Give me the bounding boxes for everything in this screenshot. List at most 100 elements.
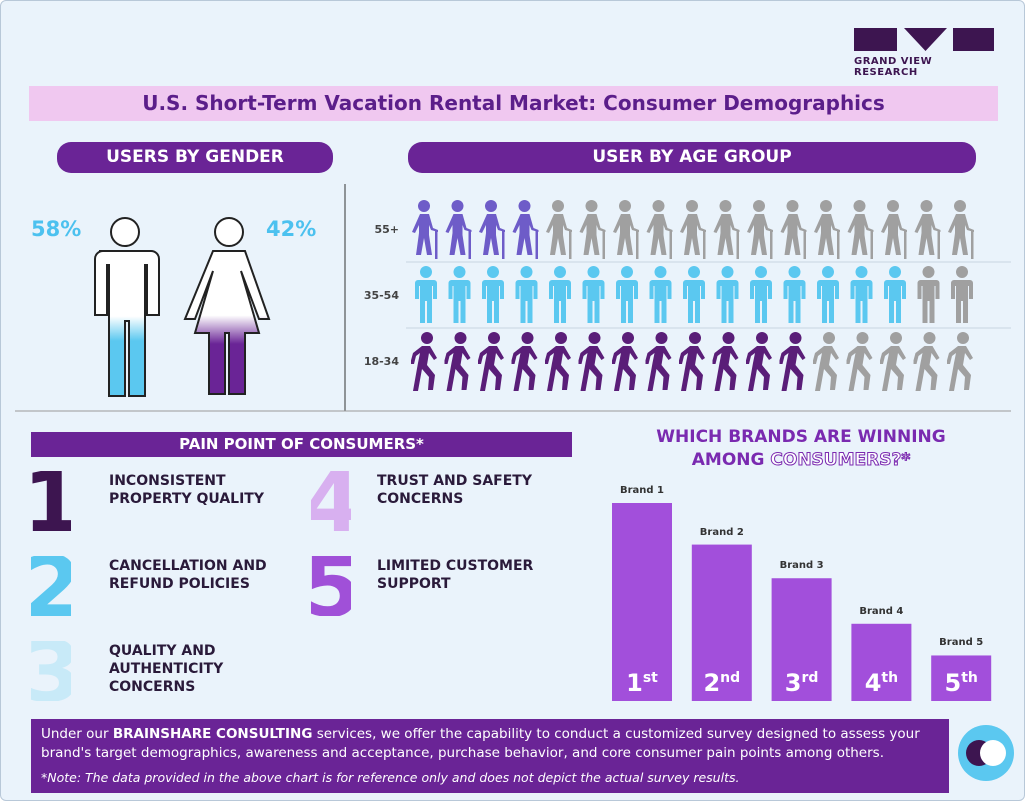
section-heading: USER BY AGE GROUP — [408, 142, 976, 173]
logo — [854, 28, 994, 51]
person-icon — [951, 266, 973, 323]
person-icon — [817, 266, 839, 323]
person-icon — [679, 332, 705, 391]
person-icon — [683, 266, 705, 323]
person-icon — [645, 332, 672, 391]
person-icon — [716, 266, 739, 323]
pain-line: PROPERTY QUALITY — [109, 491, 264, 507]
person-icon — [478, 332, 504, 391]
person-icon — [750, 266, 772, 323]
person-icon — [412, 200, 438, 259]
pain-line: CANCELLATION AND — [109, 558, 267, 574]
person-icon — [779, 332, 806, 391]
bar — [851, 623, 912, 701]
footer: Under our BRAINSHARE CONSULTING services… — [31, 719, 949, 793]
age-pictogram — [406, 200, 1011, 391]
female-share: 42% — [266, 217, 317, 241]
logo-block — [953, 28, 994, 51]
person-icon — [813, 332, 839, 391]
figure-body — [94, 250, 160, 397]
person-icon — [512, 200, 539, 259]
pain-item: TRUST AND SAFETY CONCERNS — [377, 472, 532, 508]
pain-line: AUTHENTICITY — [109, 661, 224, 677]
footer-note: *Note: The data provided in the above ch… — [41, 770, 740, 785]
page-title: U.S. Short-Term Vacation Rental Market: … — [29, 86, 998, 121]
person-icon — [947, 332, 973, 391]
person-icon — [612, 332, 638, 391]
person-icon — [482, 266, 504, 323]
person-icon — [814, 200, 840, 259]
person-icon — [847, 200, 874, 259]
pain-line: QUALITY AND — [109, 643, 216, 659]
rank-suffix: nd — [720, 670, 741, 686]
person-icon — [917, 266, 940, 323]
person-icon — [613, 200, 639, 259]
chart-title-line: WHICH BRANDS ARE WINNING — [656, 427, 946, 447]
pain-item: QUALITY AND AUTHENTICITY CONCERNS — [109, 642, 223, 696]
rank-label: 2nd — [692, 669, 752, 697]
pain-line: CONCERNS — [109, 679, 196, 695]
rank-label: 1st — [612, 669, 672, 697]
rank-number: 2 — [703, 669, 721, 697]
age-row — [415, 266, 973, 323]
person-icon — [546, 200, 572, 259]
chart-subtitle-highlight: CONSUMERS?* — [770, 450, 911, 471]
person-icon — [415, 266, 437, 323]
age-row — [412, 200, 974, 259]
pain-line: LIMITED CUSTOMER — [377, 558, 534, 574]
rank-suffix: st — [642, 670, 658, 686]
person-icon — [747, 200, 773, 259]
person-icon — [411, 332, 437, 391]
person-icon — [948, 200, 974, 259]
footer-icon — [958, 725, 1014, 781]
person-icon — [680, 200, 706, 259]
person-icon — [515, 266, 538, 323]
pain-item: LIMITED CUSTOMER SUPPORT — [377, 557, 533, 593]
person-icon — [549, 266, 571, 323]
person-icon — [914, 200, 941, 259]
pain-line: REFUND POLICIES — [109, 576, 250, 592]
rank-suffix: th — [881, 670, 899, 686]
footer-highlight: BRAINSHARE CONSULTING — [112, 726, 313, 742]
person-icon — [881, 200, 907, 259]
figure-head — [110, 217, 140, 247]
rank-number: 4 — [864, 669, 882, 697]
rank-suffix: rd — [801, 670, 819, 686]
section-heading: USERS BY GENDER — [57, 142, 333, 173]
male-figure — [94, 217, 160, 397]
person-icon — [712, 332, 739, 391]
bar — [612, 503, 672, 701]
logo-block — [904, 28, 947, 51]
person-icon — [445, 200, 472, 259]
rank-label: 3rd — [772, 669, 832, 697]
chart-title-line: AMONG CONSUMERS?* — [601, 449, 1001, 472]
person-icon — [780, 200, 807, 259]
person-icon — [545, 332, 571, 391]
age-label: 18-34 — [363, 355, 399, 368]
person-icon — [448, 266, 471, 323]
person-icon — [649, 266, 672, 323]
person-icon — [713, 200, 740, 259]
person-icon — [846, 332, 873, 391]
chart-title: WHICH BRANDS ARE WINNING AMONG CONSUMERS… — [601, 426, 1001, 472]
person-icon — [479, 200, 505, 259]
rank-number: 1 — [626, 669, 643, 697]
pain-line: TRUST AND SAFETY — [377, 473, 532, 489]
category-label: Brand 4 — [859, 605, 904, 617]
person-icon — [579, 200, 606, 259]
age-row — [411, 332, 973, 391]
person-icon — [783, 266, 806, 323]
pain-numeral: 3 — [23, 623, 81, 721]
brand-chart — [612, 503, 992, 701]
icon-mark — [980, 740, 1006, 766]
category-label: Brand 1 — [619, 485, 665, 496]
pain-numeral: 5 — [303, 538, 361, 636]
logo-block — [854, 28, 897, 51]
category-label: Brand 2 — [699, 526, 744, 538]
rank-number: 3 — [784, 669, 802, 697]
pain-numeral: 1 — [23, 453, 81, 551]
person-icon — [444, 332, 471, 391]
category-label: Brand 3 — [779, 560, 824, 572]
footer-text: Under our BRAINSHARE CONSULTING services… — [41, 725, 939, 763]
